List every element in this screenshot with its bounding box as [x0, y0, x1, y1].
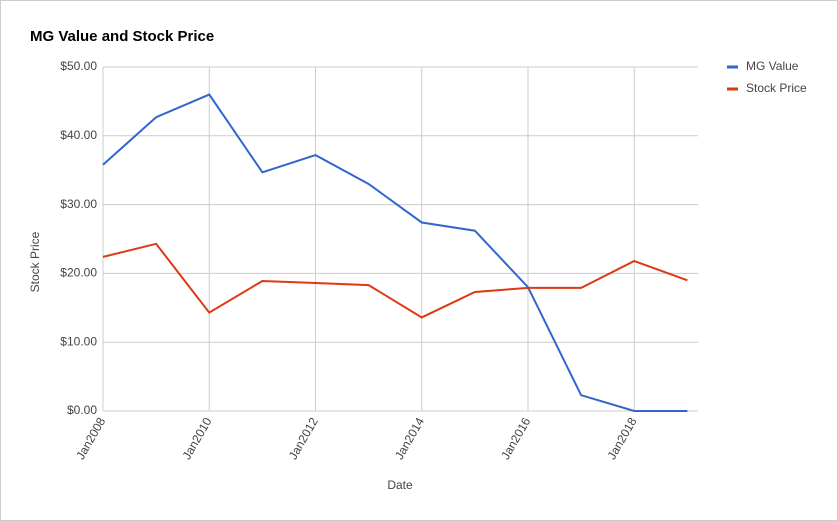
y-tick-label: $30.00 [60, 197, 97, 211]
legend-label: Stock Price [746, 81, 807, 95]
y-tick-label: $50.00 [60, 59, 97, 73]
y-axis-label: Stock Price [28, 231, 42, 292]
y-tick-label: $10.00 [60, 334, 97, 348]
legend-label: MG Value [746, 59, 799, 73]
chart-title: MG Value and Stock Price [30, 28, 214, 45]
data-line [102, 242, 688, 319]
x-axis-label: Date [387, 478, 413, 492]
y-tick-label: $20.00 [60, 266, 97, 280]
y-tick-label: $40.00 [60, 128, 97, 142]
data-line [102, 93, 688, 412]
y-tick-label: $0.00 [67, 403, 97, 417]
